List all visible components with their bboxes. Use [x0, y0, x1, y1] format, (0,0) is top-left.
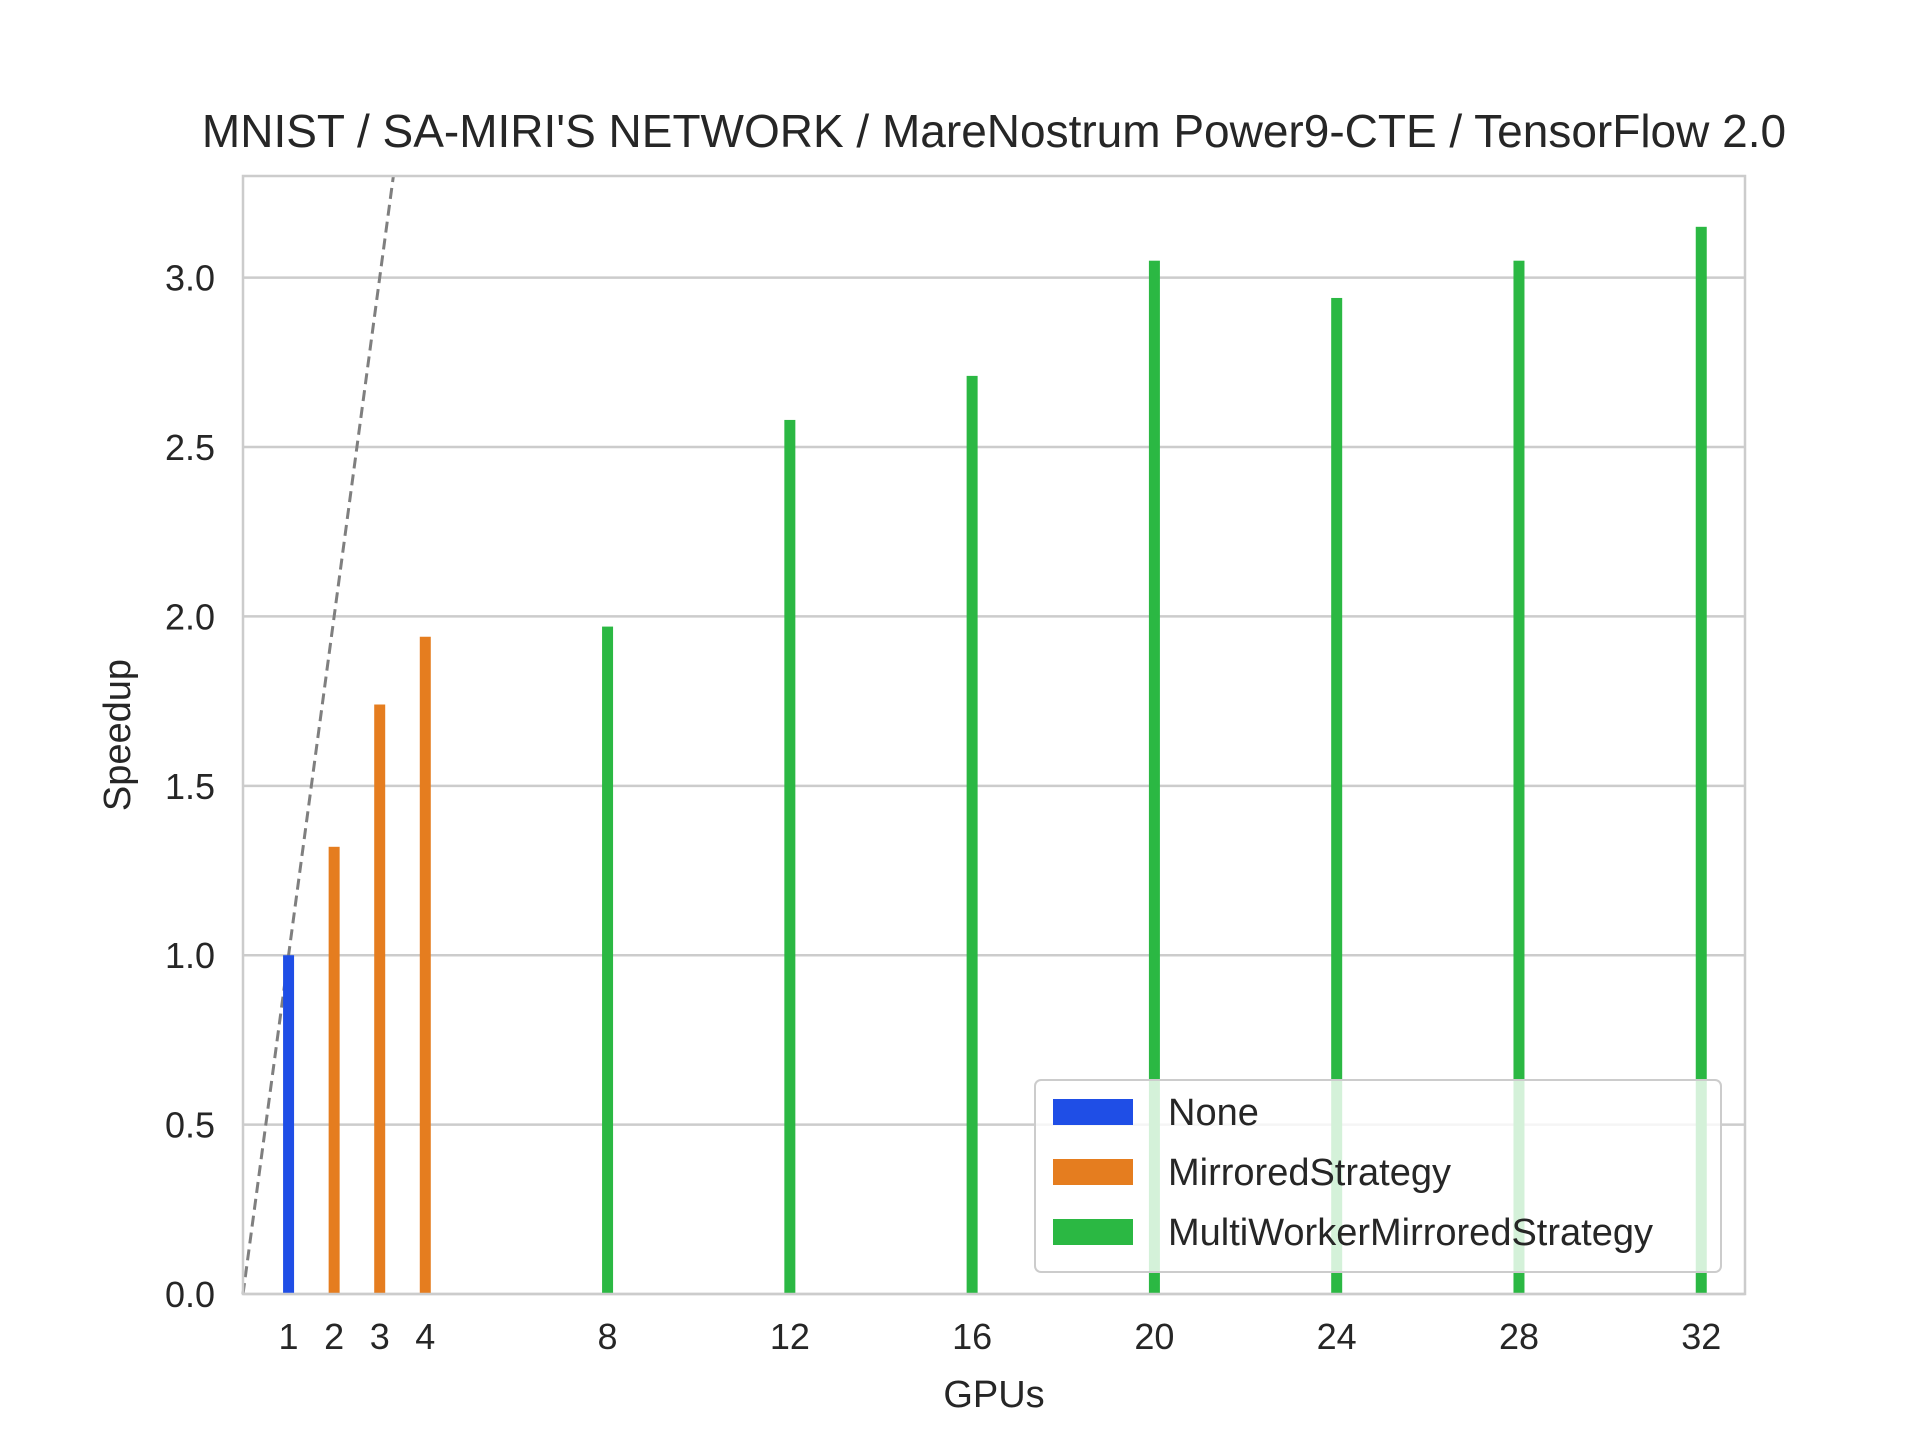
bar-mirroredstrategy-3 — [374, 704, 386, 1294]
legend-frame — [1034, 1079, 1722, 1273]
bar-multiworkermirroredstrategy-20 — [1148, 260, 1160, 1294]
x-tick-label: 20 — [1134, 1316, 1174, 1357]
bar-mirroredstrategy-2 — [328, 846, 340, 1294]
y-tick-label: 2.5 — [165, 427, 215, 468]
bar-multiworkermirroredstrategy-28 — [1513, 260, 1525, 1294]
y-tick-label: 0.5 — [165, 1105, 215, 1146]
x-tick-label: 2 — [324, 1316, 344, 1357]
y-tick-label: 2.0 — [165, 596, 215, 637]
ideal-speedup-line-group — [241, 175, 395, 1295]
bar-mirroredstrategy-4 — [419, 636, 431, 1294]
y-tick-label: 3.0 — [165, 258, 215, 299]
x-tick-label: 3 — [370, 1316, 390, 1357]
y-tick-label: 1.5 — [165, 766, 215, 807]
x-tick-label: 1 — [279, 1316, 299, 1357]
x-tick-label: 4 — [415, 1316, 435, 1357]
y-tick-label: 0.0 — [165, 1274, 215, 1315]
legend-label-none: None — [1168, 1092, 1259, 1134]
legend-swatch-multiworker-mirrored-strategy — [1053, 1219, 1133, 1245]
bar-multiworkermirroredstrategy-32 — [1695, 226, 1707, 1295]
x-tick-labels: 1 2 3 4 8 12 16 20 24 28 32 — [279, 1316, 1722, 1357]
x-tick-label: 24 — [1317, 1316, 1357, 1357]
grid-lines — [243, 276, 1745, 1296]
y-tick-labels: 0.0 0.5 1.0 1.5 2.0 2.5 3.0 — [165, 258, 215, 1315]
bar-multiworkermirroredstrategy-16 — [966, 375, 978, 1294]
legend: None MirroredStrategy MultiWorkerMirrore… — [1034, 1079, 1722, 1273]
legend-label-multiworker-mirrored-strategy: MultiWorkerMirroredStrategy — [1168, 1212, 1653, 1254]
ideal-speedup-line — [241, 175, 395, 1295]
x-tick-label: 12 — [770, 1316, 810, 1357]
x-tick-label: 28 — [1499, 1316, 1539, 1357]
plot-frame — [241, 174, 1747, 1296]
legend-label-mirrored-strategy: MirroredStrategy — [1168, 1152, 1451, 1194]
x-tick-label: 16 — [952, 1316, 992, 1357]
y-tick-label: 1.0 — [165, 935, 215, 976]
x-tick-label: 8 — [598, 1316, 618, 1357]
bar-multiworkermirroredstrategy-24 — [1331, 297, 1343, 1294]
bars — [283, 226, 1707, 1295]
bar-multiworkermirroredstrategy-8 — [602, 626, 614, 1294]
x-axis-label: GPUs — [943, 1374, 1044, 1416]
legend-swatch-mirrored-strategy — [1053, 1159, 1133, 1185]
chart-title: MNIST / SA-MIRI'S NETWORK / MareNostrum … — [202, 105, 1786, 157]
x-tick-label: 32 — [1681, 1316, 1721, 1357]
y-axis-label: Speedup — [97, 659, 139, 811]
bar-none-1 — [283, 955, 295, 1294]
legend-swatch-none — [1053, 1099, 1133, 1125]
bar-multiworkermirroredstrategy-12 — [784, 419, 796, 1295]
